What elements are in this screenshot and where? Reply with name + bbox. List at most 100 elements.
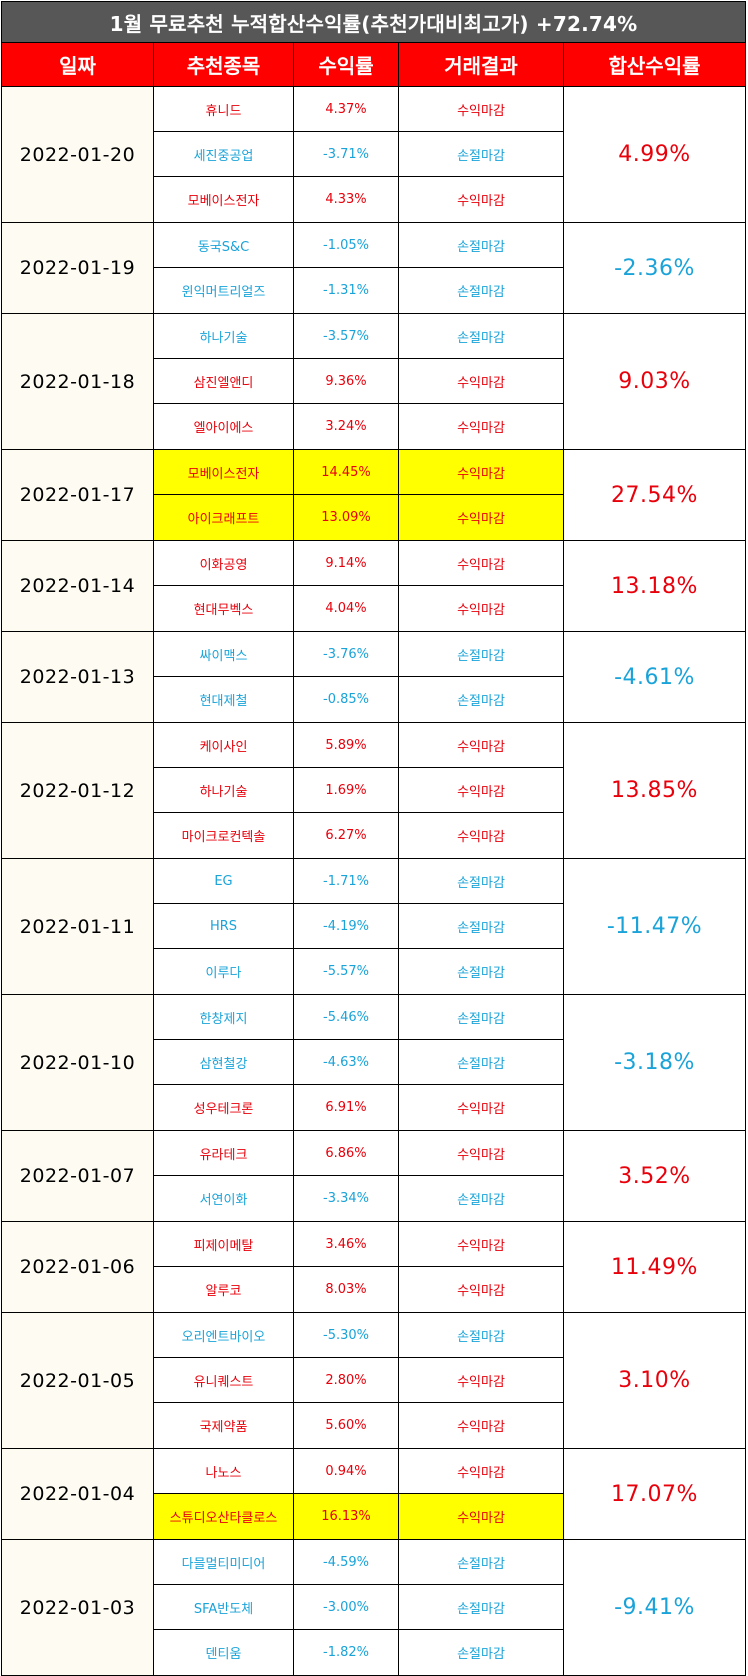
return-rate-cell: -5.57% bbox=[294, 949, 399, 994]
table-row: 덴티움 -1.82% 손절마감 bbox=[154, 1630, 563, 1675]
table-row: EG -1.71% 손절마감 bbox=[154, 859, 563, 904]
table-row: 유라테크 6.86% 수익마감 bbox=[154, 1131, 563, 1176]
total-return-cell: 4.99% bbox=[618, 142, 691, 167]
date-cell: 2022-01-13 bbox=[2, 632, 154, 722]
date-group: 2022-01-19 동국S&C -1.05% 손절마감 윈익머트리얼즈 -1.31% 손절… bbox=[1, 223, 746, 314]
table-row: 이화공영 9.14% 수익마감 bbox=[154, 541, 563, 586]
table-row: 알루코 8.03% 수익마감 bbox=[154, 1267, 563, 1312]
return-rate-cell: 4.37% bbox=[294, 87, 399, 131]
stock-name-cell: 국제약품 bbox=[154, 1403, 294, 1448]
return-rate-cell: -1.82% bbox=[294, 1630, 399, 1675]
return-rate-cell: 9.14% bbox=[294, 541, 399, 585]
table-row: 하나기술 -3.57% 손절마감 bbox=[154, 314, 563, 359]
stock-rows: 케이사인 5.89% 수익마감 하나기술 1.69% 수익마감 마이크로컨텍솔 6.27% 수익… bbox=[154, 723, 564, 858]
stock-name-cell: HRS bbox=[154, 904, 294, 948]
stock-rows: 유라테크 6.86% 수익마감 서연이화 -3.34% 손절마감 bbox=[154, 1131, 564, 1221]
trade-result-cell: 수익마감 bbox=[457, 830, 505, 845]
trade-result-cell: 수익마감 bbox=[399, 495, 563, 540]
stock-name-cell: 스튜디오산타클로스 bbox=[154, 1494, 294, 1539]
trade-result-cell: 손절마감 bbox=[457, 920, 505, 936]
trade-result-cell: 수익마감 bbox=[399, 450, 563, 494]
header-row: 일짜 추천종목 수익률 거래결과 합산수익률 bbox=[1, 43, 746, 87]
stock-name-cell: 나노스 bbox=[154, 1449, 294, 1493]
trade-result-cell: 수익마감 bbox=[457, 784, 505, 800]
table-row: 마이크로컨텍솔 6.27% 수익마감 bbox=[154, 813, 563, 858]
trade-result-cell: 수익마감 bbox=[399, 1494, 563, 1539]
stock-name-cell: 덴티움 bbox=[154, 1630, 294, 1675]
stock-rows: 오리엔트바이오 -5.30% 손절마감 유니퀘스트 2.80% 수익마감 국제약품 5.60%… bbox=[154, 1313, 564, 1448]
date-cell: 2022-01-04 bbox=[2, 1449, 154, 1539]
trade-result-cell: 수익마감 bbox=[457, 1147, 505, 1163]
trade-result-cell: 수익마감 bbox=[457, 557, 505, 573]
stock-name-cell: 피제이메탈 bbox=[154, 1222, 294, 1266]
stock-rows: 피제이메탈 3.46% 수익마감 알루코 8.03% 수익마감 bbox=[154, 1222, 564, 1312]
table-row: 삼진엘앤디 9.36% 수익마감 bbox=[154, 359, 563, 404]
total-return-cell: 13.85% bbox=[611, 778, 698, 803]
stock-name-cell: 이화공영 bbox=[154, 541, 294, 585]
return-rate-cell: -3.34% bbox=[294, 1176, 399, 1221]
return-rate-cell: 6.91% bbox=[294, 1085, 399, 1130]
trade-result-cell: 손절마감 bbox=[457, 1556, 505, 1572]
stock-rows: 한창제지 -5.46% 손절마감 삼현철강 -4.63% 손절마감 성우테크론 6.91% 수익… bbox=[154, 995, 564, 1130]
table-row: 서연이화 -3.34% 손절마감 bbox=[154, 1176, 563, 1221]
date-group: 2022-01-03 다믈멀티미디어 -4.59% 손절마감 SFA반도체 -3.00% 손… bbox=[1, 1540, 746, 1676]
trade-result-cell: 손절마감 bbox=[457, 1056, 505, 1072]
table-row: 삼현철강 -4.63% 손절마감 bbox=[154, 1040, 563, 1085]
trade-result-cell: 손절마감 bbox=[457, 239, 505, 255]
trade-result-cell: 손절마감 bbox=[457, 1601, 505, 1617]
stock-name-cell: 서연이화 bbox=[154, 1176, 294, 1221]
return-rate-cell: 6.27% bbox=[294, 813, 399, 858]
trade-result-cell: 손절마감 bbox=[457, 1647, 505, 1662]
return-rate-cell: 9.36% bbox=[294, 359, 399, 403]
trade-result-cell: 수익마감 bbox=[457, 103, 505, 119]
total-return-cell: -11.47% bbox=[606, 914, 703, 939]
trade-result-cell: 손절마감 bbox=[457, 1329, 505, 1345]
trade-result-cell: 손절마감 bbox=[457, 1011, 505, 1027]
total-return-cell: 9.03% bbox=[618, 369, 691, 394]
table-row: 오리엔트바이오 -5.30% 손절마감 bbox=[154, 1313, 563, 1358]
stock-name-cell: 세진중공업 bbox=[154, 132, 294, 176]
total-return-cell: -4.61% bbox=[614, 664, 695, 690]
stock-rows: 동국S&C -1.05% 손절마감 윈익머트리얼즈 -1.31% 손절마감 bbox=[154, 223, 564, 313]
date-group: 2022-01-06 피제이메탈 3.46% 수익마감 알루코 8.03% 수익마감 11.4… bbox=[1, 1222, 746, 1313]
return-rate-cell: -5.30% bbox=[294, 1313, 399, 1357]
table-row: 다믈멀티미디어 -4.59% 손절마감 bbox=[154, 1540, 563, 1585]
table-row: 한창제지 -5.46% 손절마감 bbox=[154, 995, 563, 1040]
total-return-cell: 17.07% bbox=[611, 1481, 698, 1507]
stock-name-cell: 삼진엘앤디 bbox=[154, 359, 294, 403]
date-cell: 2022-01-20 bbox=[2, 87, 154, 222]
stock-name-cell: 아이크래프트 bbox=[154, 495, 294, 540]
total-return-cell: 11.49% bbox=[611, 1254, 698, 1280]
return-rate-cell: 4.04% bbox=[294, 586, 399, 631]
total-return-cell: 13.18% bbox=[611, 573, 698, 599]
date-cell: 2022-01-17 bbox=[2, 450, 154, 540]
return-rate-cell: 5.60% bbox=[294, 1403, 399, 1448]
table-row: 현대제철 -0.85% 손절마감 bbox=[154, 677, 563, 722]
date-group: 2022-01-12 케이사인 5.89% 수익마감 하나기술 1.69% 수익마감 마이크로… bbox=[1, 723, 746, 859]
date-group: 2022-01-18 하나기술 -3.57% 손절마감 삼진엘앤디 9.36% 수익마감 엘아… bbox=[1, 314, 746, 450]
table-row: 나노스 0.94% 수익마감 bbox=[154, 1449, 563, 1494]
return-rate-cell: -0.85% bbox=[294, 677, 399, 722]
trade-result-cell: 손절마감 bbox=[457, 148, 505, 164]
stock-name-cell: 다믈멀티미디어 bbox=[154, 1540, 294, 1584]
return-rate-cell: 3.24% bbox=[294, 404, 399, 449]
return-rate-cell: -4.59% bbox=[294, 1540, 399, 1584]
date-cell: 2022-01-12 bbox=[2, 723, 154, 858]
table-row: 윈익머트리얼즈 -1.31% 손절마감 bbox=[154, 268, 563, 313]
date-cell: 2022-01-14 bbox=[2, 541, 154, 631]
stock-name-cell: 케이사인 bbox=[154, 723, 294, 767]
stock-name-cell: 동국S&C bbox=[154, 223, 294, 267]
date-cell: 2022-01-07 bbox=[2, 1131, 154, 1221]
table-title: 1월 무료추천 누적합산수익률(추천가대비최고가) +72.74% bbox=[1, 1, 746, 43]
return-rate-cell: -4.63% bbox=[294, 1040, 399, 1084]
stock-name-cell: SFA반도체 bbox=[154, 1585, 294, 1629]
trade-result-cell: 수익마감 bbox=[457, 1465, 505, 1481]
stock-name-cell: 유니퀘스트 bbox=[154, 1358, 294, 1402]
table-body: 2022-01-20 휴니드 4.37% 수익마감 세진중공업 -3.71% 손절마감 모베이… bbox=[1, 87, 746, 1676]
header-total-return: 합산수익률 bbox=[608, 54, 701, 78]
return-rate-cell: 4.33% bbox=[294, 177, 399, 222]
date-group: 2022-01-17 모베이스전자 14.45% 수익마감 아이크래프트 13.09% 수익… bbox=[1, 450, 746, 541]
table-row: 엘아이에스 3.24% 수익마감 bbox=[154, 404, 563, 449]
date-cell: 2022-01-03 bbox=[2, 1540, 154, 1675]
